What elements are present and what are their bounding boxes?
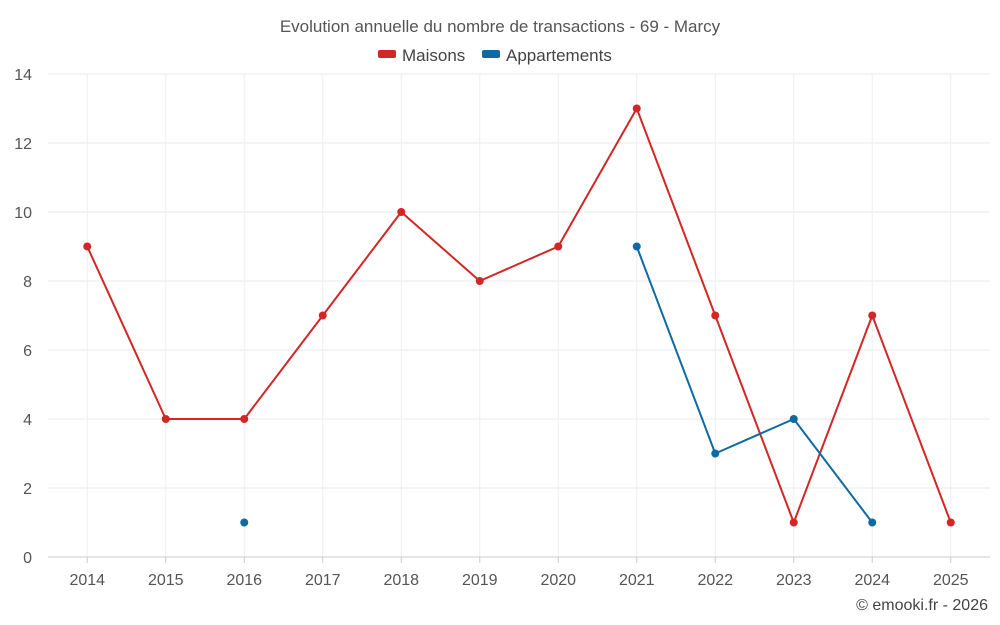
data-point-maisons[interactable] [397, 208, 406, 216]
grid [48, 73, 990, 558]
y-tick-label: 12 [14, 136, 32, 153]
legend: Maisons Appartements [378, 46, 612, 65]
data-point-appartements[interactable] [711, 449, 720, 458]
legend-label-maisons: Maisons [402, 46, 465, 65]
credit-text: © emooki.fr - 2026 [856, 597, 988, 614]
x-tick-label: 2021 [619, 572, 655, 589]
legend-swatch-appartements [482, 50, 500, 58]
data-point-maisons[interactable] [711, 311, 720, 320]
data-point-maisons[interactable] [789, 518, 798, 527]
y-tick-label: 2 [23, 481, 32, 498]
series-line-appartements [635, 246, 874, 524]
data-point-maisons[interactable] [946, 518, 955, 527]
x-tick-label: 2014 [69, 572, 105, 589]
y-tick-label: 8 [23, 274, 32, 291]
chart-title: Evolution annuelle du nombre de transact… [280, 17, 721, 36]
x-tick-label: 2016 [226, 572, 262, 589]
x-axis: 2014 2015 2016 2017 2018 2019 2020 2021 2022 2023… [48, 556, 990, 589]
legend-swatch-maisons [378, 50, 396, 58]
x-tick-label: 2019 [462, 572, 498, 589]
data-point-maisons[interactable] [161, 415, 170, 423]
y-tick-label: 6 [23, 343, 32, 360]
data-point-maisons[interactable] [868, 311, 877, 320]
x-tick-label: 2022 [697, 572, 733, 589]
x-tick-label: 2024 [854, 572, 890, 589]
y-axis: 0 2 4 6 8 10 12 14 [14, 67, 32, 567]
x-tick-label: 2023 [776, 572, 812, 589]
x-tick-label: 2017 [305, 572, 341, 589]
y-tick-label: 14 [14, 67, 32, 84]
data-point-maisons[interactable] [554, 242, 563, 251]
x-tick-label: 2018 [383, 572, 419, 589]
x-tick-label: 2015 [148, 572, 184, 589]
y-tick-label: 4 [23, 412, 32, 429]
legend-item-maisons[interactable]: Maisons [378, 46, 465, 65]
data-point-maisons[interactable] [475, 277, 484, 285]
data-point-appartements[interactable] [632, 242, 641, 251]
series-layer [83, 104, 955, 527]
legend-label-appartements: Appartements [506, 46, 612, 65]
data-point-appartements[interactable] [789, 415, 798, 423]
data-point-maisons[interactable] [240, 415, 249, 423]
data-point-maisons[interactable] [318, 311, 327, 320]
data-point-appartements[interactable] [868, 518, 877, 527]
x-tick-label: 2025 [933, 572, 969, 589]
y-tick-label: 0 [23, 550, 32, 567]
data-point-appartements[interactable] [240, 518, 249, 527]
series-line-maisons [86, 107, 952, 524]
x-tick-label: 2020 [540, 572, 576, 589]
data-point-maisons[interactable] [83, 242, 92, 251]
data-point-maisons[interactable] [632, 104, 641, 113]
y-tick-label: 10 [14, 205, 32, 222]
legend-item-appartements[interactable]: Appartements [482, 46, 612, 65]
